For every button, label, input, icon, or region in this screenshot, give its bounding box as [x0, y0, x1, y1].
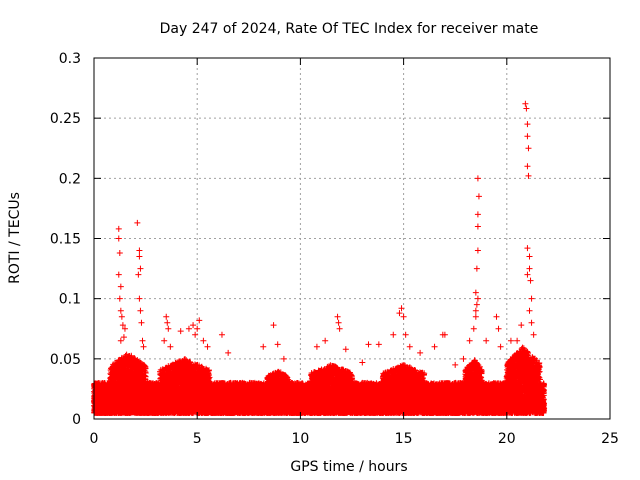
x-axis-title: GPS time / hours: [290, 459, 407, 475]
data-points: [91, 100, 548, 416]
y-axis-title: ROTI / TECUs: [7, 192, 23, 284]
chart-title: Day 247 of 2024, Rate Of TEC Index for r…: [160, 21, 539, 37]
